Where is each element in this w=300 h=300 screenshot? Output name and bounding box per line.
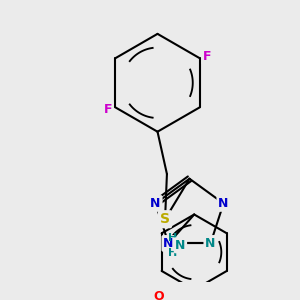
Text: N: N [175, 239, 186, 252]
Text: N: N [218, 197, 229, 210]
Text: N: N [150, 197, 161, 210]
Text: S: S [160, 212, 170, 226]
Text: H: H [168, 233, 178, 243]
Text: F: F [203, 50, 212, 63]
Text: N: N [163, 237, 174, 250]
Text: F: F [103, 103, 112, 116]
Text: H: H [168, 248, 178, 258]
Text: N: N [205, 237, 216, 250]
Text: O: O [153, 290, 164, 300]
